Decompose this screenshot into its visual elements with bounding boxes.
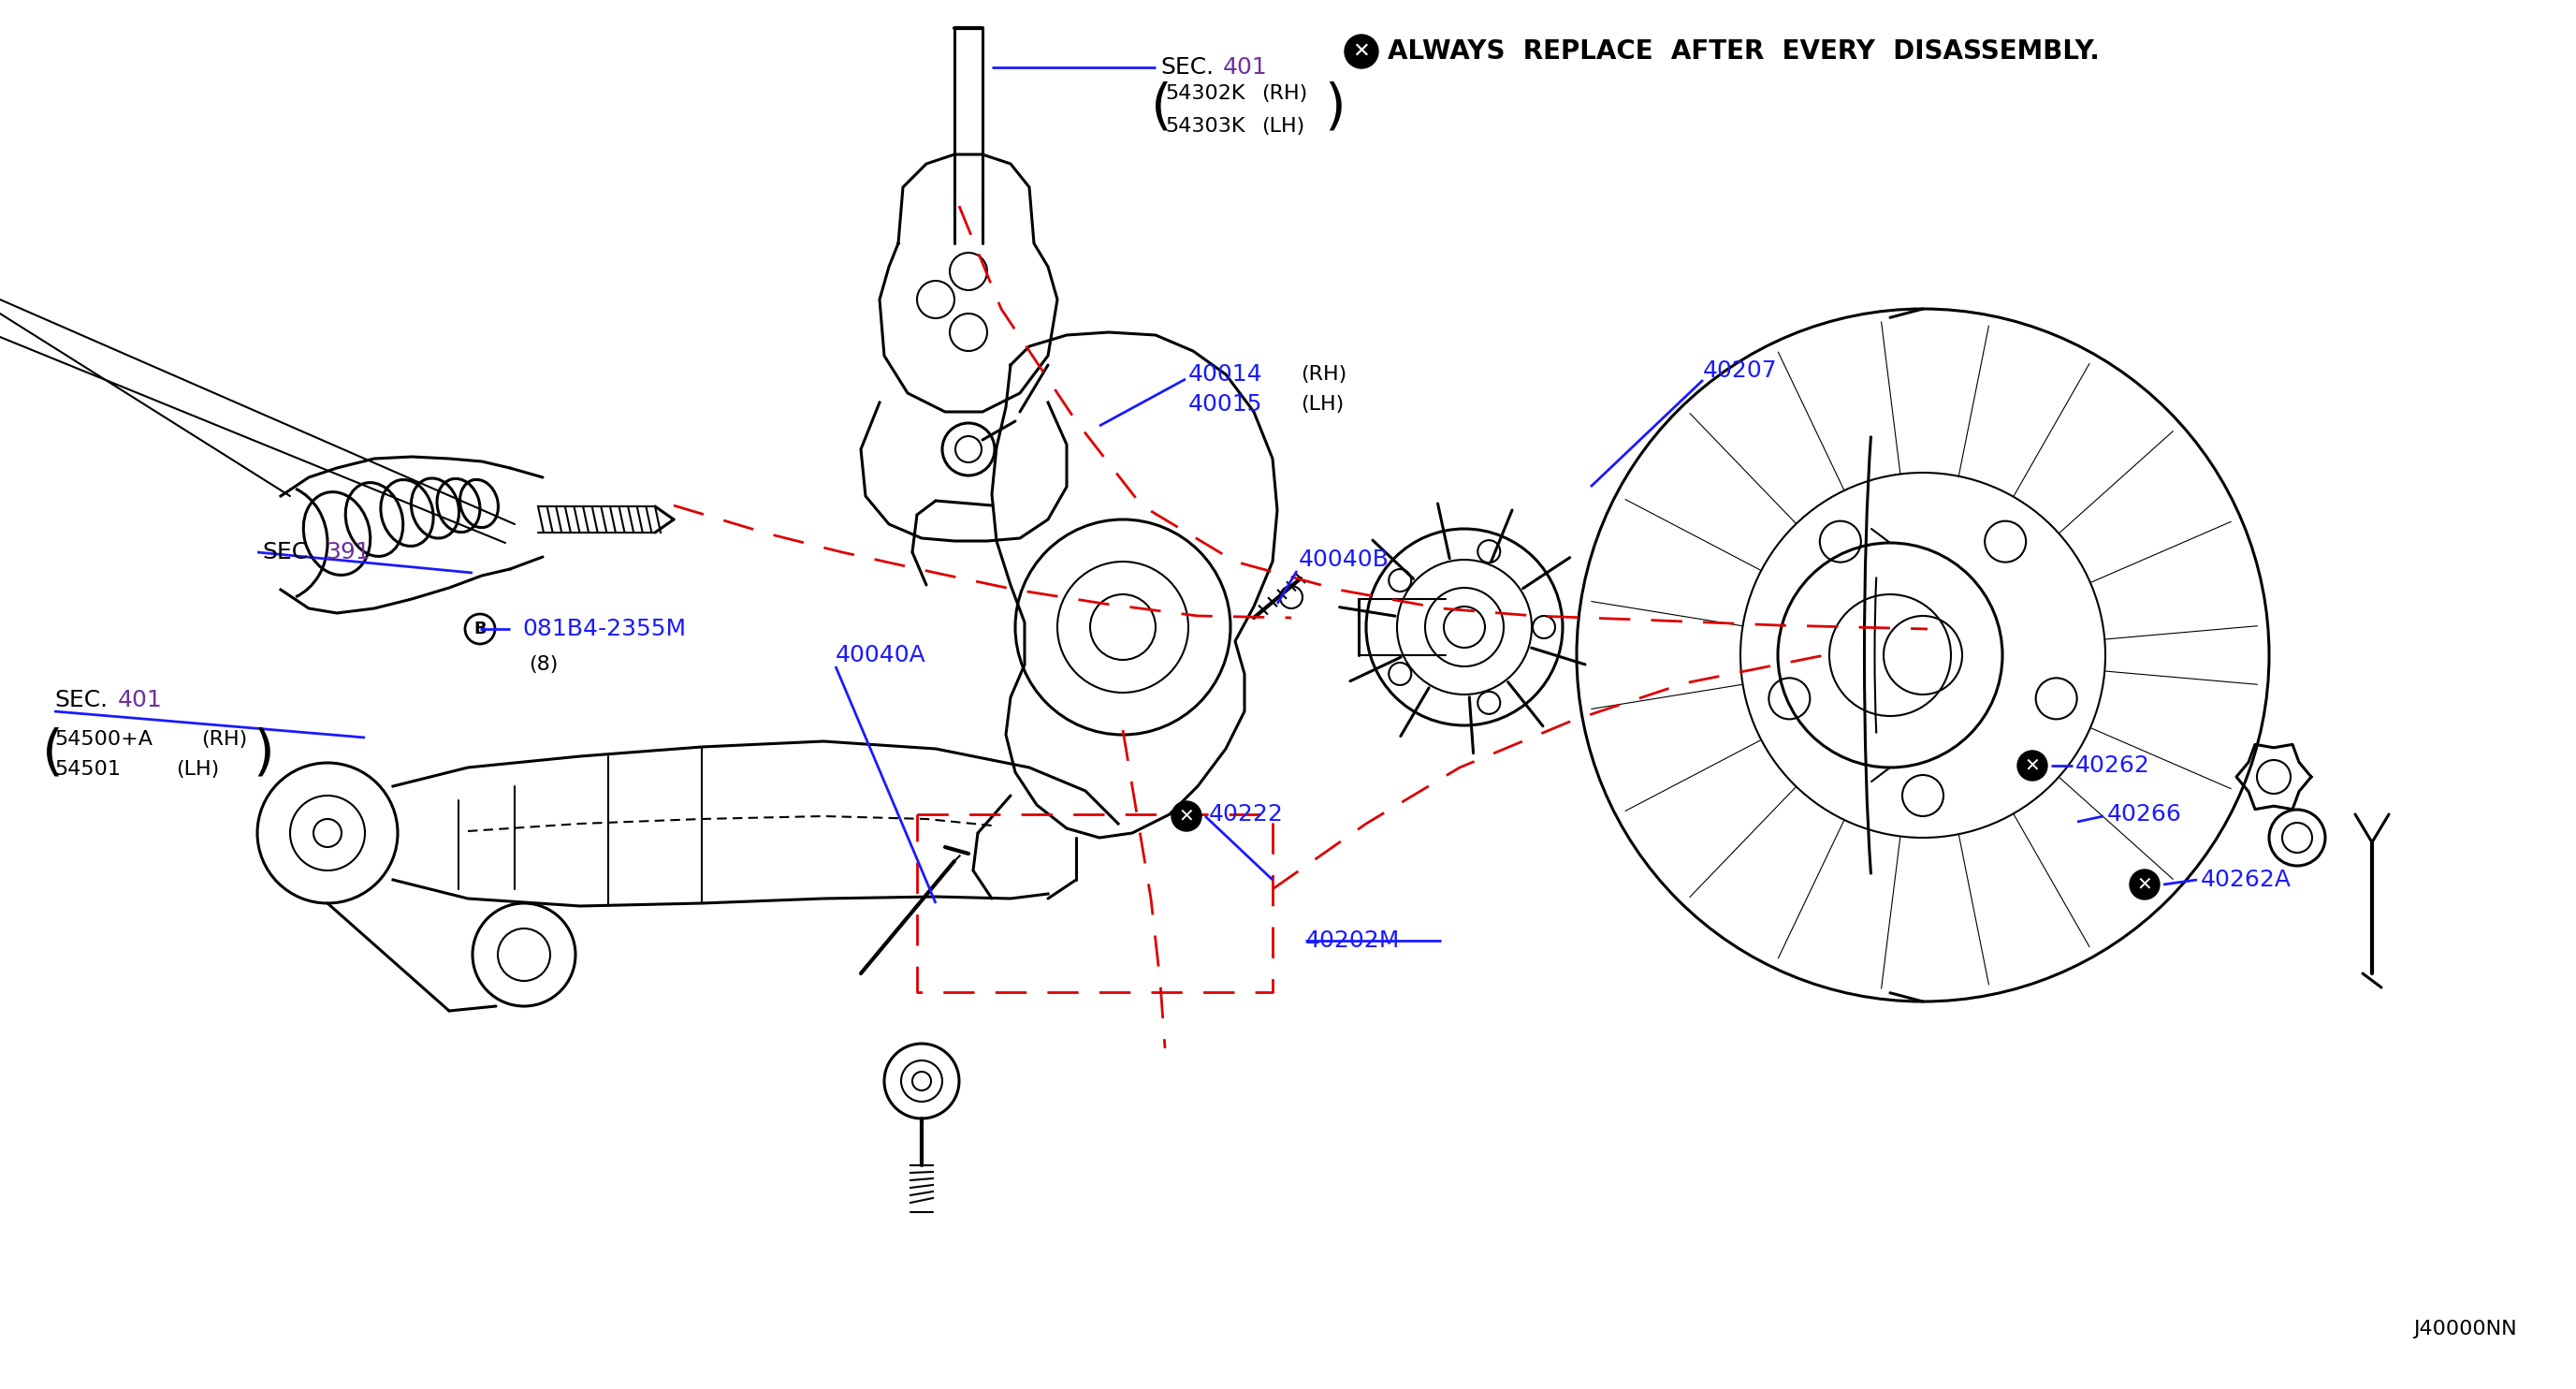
Text: (RH): (RH)	[201, 731, 247, 749]
Text: B: B	[474, 621, 487, 638]
Text: 40040B: 40040B	[1298, 549, 1388, 571]
Text: 40202M: 40202M	[1306, 929, 1401, 951]
Text: 40040A: 40040A	[835, 644, 927, 667]
Text: 081B4-2355M: 081B4-2355M	[523, 618, 685, 640]
Text: 40222: 40222	[1208, 803, 1283, 825]
Text: (LH): (LH)	[175, 760, 219, 779]
Text: (8): (8)	[528, 656, 559, 674]
Text: 54500+A: 54500+A	[54, 731, 152, 749]
Text: 54501: 54501	[54, 760, 121, 779]
Circle shape	[1345, 35, 1378, 68]
Text: ✕: ✕	[2025, 757, 2040, 775]
Text: J40000NN: J40000NN	[2414, 1320, 2517, 1339]
Text: ALWAYS  REPLACE  AFTER  EVERY  DISASSEMBLY.: ALWAYS REPLACE AFTER EVERY DISASSEMBLY.	[1388, 39, 2099, 64]
Text: (RH): (RH)	[1301, 365, 1347, 383]
Text: 40015: 40015	[1188, 393, 1262, 415]
Text: 401: 401	[1224, 56, 1267, 79]
Text: SEC.: SEC.	[54, 689, 108, 711]
Text: 54303K: 54303K	[1164, 117, 1244, 136]
Text: ): )	[1324, 81, 1345, 135]
Text: (: (	[1151, 81, 1172, 135]
Text: (: (	[41, 726, 64, 781]
Text: ✕: ✕	[1352, 42, 1370, 61]
Text: 401: 401	[118, 689, 162, 711]
Text: ✕: ✕	[1180, 807, 1195, 825]
Text: 54302K: 54302K	[1164, 85, 1244, 103]
Text: SEC.: SEC.	[1159, 56, 1213, 79]
Text: 40262: 40262	[2076, 754, 2151, 776]
Text: SEC.: SEC.	[263, 540, 314, 564]
Text: (LH): (LH)	[1301, 394, 1345, 414]
Circle shape	[2017, 750, 2048, 781]
Text: 40262A: 40262A	[2200, 868, 2293, 892]
Text: 391: 391	[325, 540, 371, 564]
Text: ): )	[252, 726, 273, 781]
Text: (LH): (LH)	[1262, 117, 1303, 136]
Text: 40014: 40014	[1188, 363, 1262, 386]
Circle shape	[2130, 870, 2159, 900]
Text: 40266: 40266	[2107, 803, 2182, 825]
Circle shape	[1172, 801, 1200, 831]
Text: 40207: 40207	[1703, 360, 1777, 382]
Text: ✕: ✕	[2138, 875, 2154, 893]
Text: (RH): (RH)	[1262, 85, 1309, 103]
